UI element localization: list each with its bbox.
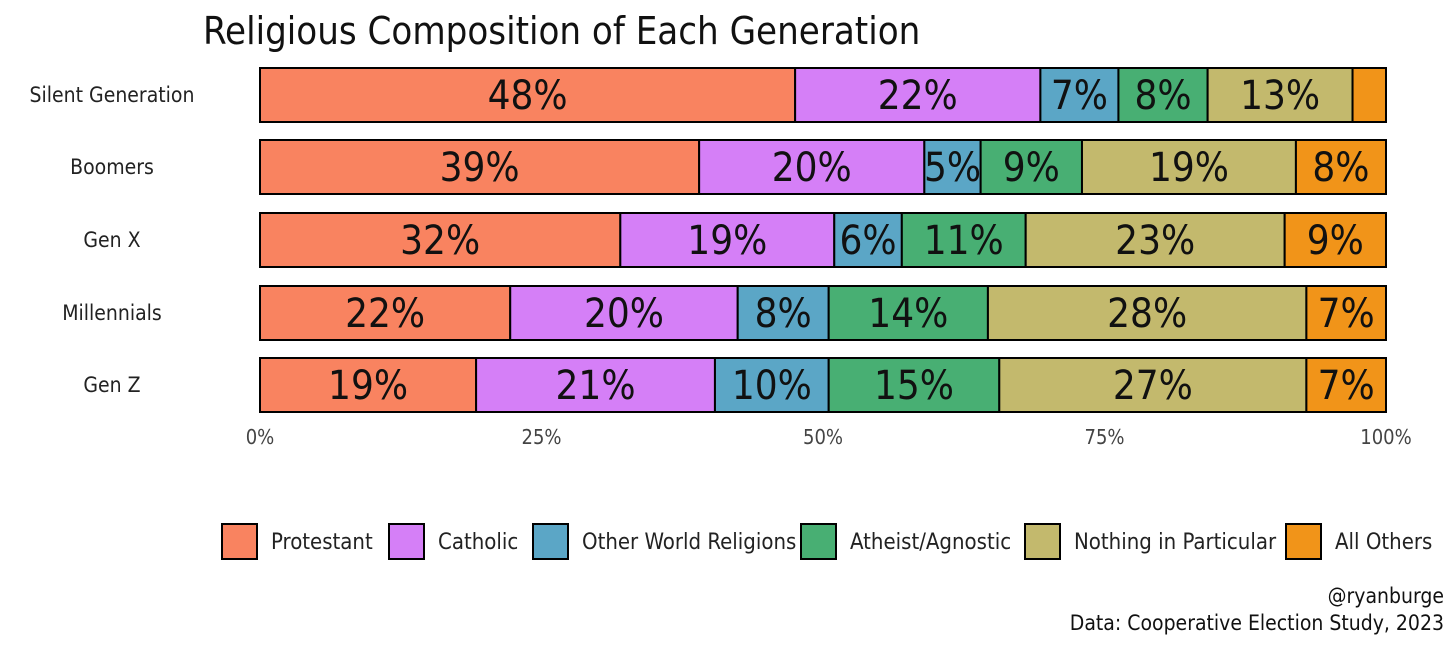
legend-label: Atheist/Agnostic bbox=[850, 530, 1011, 555]
bar-value-label: 20% bbox=[584, 291, 664, 337]
legend-key bbox=[800, 523, 837, 560]
bar-value-label: 13% bbox=[1240, 73, 1320, 119]
category-label: Millennials bbox=[62, 301, 162, 325]
bar-segment bbox=[923, 139, 982, 195]
bar-segment bbox=[979, 139, 1083, 195]
x-tick-label: 0% bbox=[246, 425, 275, 449]
legend-key bbox=[388, 523, 425, 560]
legend: Protestant Catholic Other World Religions A… bbox=[221, 523, 1432, 560]
bar-value-label: 9% bbox=[1003, 145, 1060, 191]
bar-value-label: 11% bbox=[924, 218, 1004, 264]
x-axis: 0% 25% 50% 75% 100% bbox=[246, 425, 1412, 449]
bar-segment bbox=[1351, 67, 1387, 123]
bar-segment bbox=[1080, 139, 1297, 195]
x-tick-label: 75% bbox=[1085, 425, 1125, 449]
bar-value-label: 15% bbox=[874, 363, 954, 409]
bar-segment bbox=[998, 357, 1308, 413]
bar-value-label: 19% bbox=[687, 218, 767, 264]
bar-segment bbox=[1206, 67, 1354, 123]
bar-segment bbox=[1305, 285, 1387, 341]
bar-segment bbox=[1024, 212, 1286, 268]
bar-segment bbox=[259, 285, 512, 341]
bar-segment bbox=[698, 139, 926, 195]
category-label: Gen X bbox=[83, 228, 140, 252]
bar-segment bbox=[833, 212, 903, 268]
legend-key bbox=[532, 523, 569, 560]
legend-label: All Others bbox=[1335, 530, 1432, 555]
legend-label: Other World Religions bbox=[582, 530, 796, 555]
bar-value-label: 22% bbox=[878, 73, 958, 119]
legend-key bbox=[221, 523, 258, 560]
bar-value-label: 21% bbox=[556, 363, 636, 409]
bar-area: 48% 22% 7% 8% 13% 39% 20% 5% 9% 19% 8% 32% 19% 6% 11% 2… bbox=[259, 67, 1388, 413]
x-tick-label: 50% bbox=[803, 425, 843, 449]
category-label: Gen Z bbox=[83, 373, 140, 397]
bar-value-label: 8% bbox=[1312, 145, 1369, 191]
bar-value-label: 22% bbox=[345, 291, 425, 337]
bar-value-label: 5% bbox=[924, 145, 981, 191]
category-label: Boomers bbox=[70, 155, 154, 179]
bar-segment bbox=[736, 285, 830, 341]
bar-segment bbox=[259, 139, 701, 195]
bar-value-label: 19% bbox=[328, 363, 408, 409]
bar-segment bbox=[1283, 212, 1388, 268]
bar-segment bbox=[827, 285, 989, 341]
bar-value-label: 6% bbox=[839, 218, 896, 264]
bar-value-label: 7% bbox=[1051, 73, 1108, 119]
bar-value-label: 48% bbox=[488, 73, 568, 119]
bar-segment bbox=[259, 67, 797, 123]
bar-value-label: 23% bbox=[1115, 218, 1195, 264]
bar-segment bbox=[986, 285, 1308, 341]
bar-segment bbox=[1294, 139, 1388, 195]
caption-handle: @ryanburge bbox=[1328, 584, 1444, 608]
bar-segment bbox=[259, 212, 622, 268]
bar-value-label: 27% bbox=[1113, 363, 1193, 409]
bar-value-label: 14% bbox=[868, 291, 948, 337]
x-tick-label: 100% bbox=[1360, 425, 1411, 449]
legend-label: Protestant bbox=[271, 530, 373, 555]
bar-value-label: 8% bbox=[755, 291, 812, 337]
bar-value-label: 7% bbox=[1318, 291, 1375, 337]
legend-key bbox=[1285, 523, 1322, 560]
legend-label: Catholic bbox=[438, 530, 518, 555]
bar-value-label: 19% bbox=[1149, 145, 1229, 191]
caption-source: Data: Cooperative Election Study, 2023 bbox=[1070, 611, 1444, 635]
category-labels: Silent Generation Boomers Gen X Millennials… bbox=[30, 83, 195, 397]
bar-segment bbox=[619, 212, 836, 268]
legend-label: Nothing in Particular bbox=[1074, 530, 1277, 555]
bar-value-label: 20% bbox=[772, 145, 852, 191]
bar-value-label: 10% bbox=[732, 363, 812, 409]
bar-value-label: 39% bbox=[440, 145, 520, 191]
bar-value-label: 7% bbox=[1318, 363, 1375, 409]
bar-value-label: 9% bbox=[1307, 218, 1364, 264]
category-label: Silent Generation bbox=[30, 83, 195, 107]
x-tick-label: 25% bbox=[522, 425, 562, 449]
bar-segment bbox=[827, 357, 1001, 413]
bar-segment bbox=[509, 285, 739, 341]
bar-segment bbox=[1039, 67, 1120, 123]
bar-segment bbox=[794, 67, 1042, 123]
bar-value-label: 8% bbox=[1134, 73, 1191, 119]
bar-segment bbox=[475, 357, 716, 413]
bar-segment bbox=[1305, 357, 1387, 413]
bar-value-label: 32% bbox=[400, 218, 480, 264]
bar-value-label: 28% bbox=[1107, 291, 1187, 337]
chart-title: Religious Composition of Each Generation bbox=[203, 9, 920, 53]
legend-key bbox=[1024, 523, 1061, 560]
